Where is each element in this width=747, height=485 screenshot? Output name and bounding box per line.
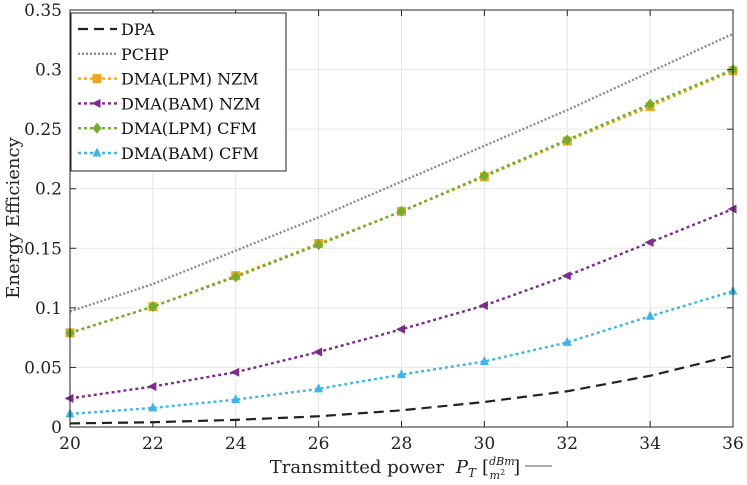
- legend-item: DMA(LPM) CFM: [78, 119, 257, 138]
- series-group: [64, 32, 738, 425]
- y-tick-label: 0.3: [35, 61, 62, 81]
- legend-label: DMA(LPM) NZM: [121, 70, 259, 89]
- data-point: [397, 369, 406, 379]
- data-point: [231, 394, 241, 404]
- y-tick-label: 0.25: [24, 120, 62, 140]
- legend-label: DPA: [121, 20, 155, 39]
- y-tick-label: 0: [51, 418, 62, 438]
- y-tick-label: 0.15: [24, 239, 62, 259]
- legend-item: PCHP: [78, 45, 169, 64]
- x-axis-ticks: 20 22 24 26 28 30 32 34 36: [59, 10, 744, 454]
- legend-label: DMA(BAM) CFM: [121, 144, 259, 163]
- legend-item: DMA(BAM) NZM: [78, 94, 261, 113]
- legend-items: DPA PCHP DMA(LPM) NZM DMA(BAM) NZM DMA(LPM) …: [78, 20, 261, 163]
- legend-label: DMA(LPM) CFM: [121, 119, 257, 138]
- legend-box: [70, 12, 287, 172]
- legend: DPA PCHP DMA(LPM) NZM DMA(BAM) NZM DMA(LPM) …: [70, 12, 287, 172]
- x-tick-label: 34: [639, 434, 661, 454]
- x-tick-label: 24: [225, 434, 247, 454]
- data-point: [562, 336, 572, 346]
- legend-marker: [92, 147, 102, 157]
- legend-marker: [91, 98, 101, 108]
- y-tick-label: 0.1: [35, 299, 62, 319]
- x-axis-label: Transmitted power PT [dBm m2]: [270, 455, 520, 482]
- data-point: [64, 393, 74, 403]
- legend-label: PCHP: [121, 45, 169, 64]
- x-tick-label: 26: [308, 434, 330, 454]
- data-point: [479, 170, 489, 182]
- data-point: [314, 239, 324, 251]
- data-point: [478, 300, 488, 310]
- legend-item: DMA(BAM) CFM: [78, 144, 259, 163]
- data-point: [231, 271, 241, 283]
- series-line: [69, 32, 734, 313]
- y-tick-label: 0.05: [24, 358, 62, 378]
- series-line: [69, 207, 734, 400]
- x-tick-label: 22: [142, 434, 164, 454]
- data-point: [230, 367, 240, 377]
- data-point: [479, 355, 489, 365]
- legend-label: DMA(BAM) NZM: [121, 94, 261, 113]
- x-tick-label: 30: [474, 434, 496, 454]
- y-axis-ticks: 0 0.05 0.1 0.15 0.2 0.25 0.3 0.35: [24, 1, 733, 438]
- data-point: [314, 383, 324, 393]
- legend-item: DPA: [78, 20, 155, 39]
- series-line: [69, 68, 734, 335]
- series-line: [69, 290, 734, 416]
- legend-marker: [92, 74, 102, 84]
- data-point: [397, 205, 406, 217]
- x-tick-label: 32: [556, 434, 578, 454]
- data-point: [148, 301, 158, 313]
- data-point: [147, 381, 157, 391]
- x-tick-label: 20: [59, 434, 81, 454]
- y-axis-label: Energy Efficiency: [3, 136, 24, 298]
- y-tick-label: 0.35: [24, 1, 62, 21]
- data-point: [727, 204, 737, 214]
- series-3: [64, 204, 737, 403]
- x-tick-label: 28: [391, 434, 413, 454]
- data-point: [396, 324, 405, 334]
- series-1: [69, 32, 734, 313]
- data-point: [561, 271, 571, 281]
- data-point: [562, 134, 572, 146]
- legend-marker: [92, 122, 102, 134]
- series-5: [65, 285, 738, 418]
- data-point: [644, 237, 654, 247]
- data-point: [313, 347, 323, 357]
- legend-item: DMA(LPM) NZM: [78, 70, 259, 89]
- data-point: [645, 98, 655, 110]
- data-point: [645, 310, 655, 320]
- x-tick-label: 36: [722, 434, 744, 454]
- y-tick-label: 0.2: [35, 180, 62, 200]
- data-point: [148, 402, 158, 412]
